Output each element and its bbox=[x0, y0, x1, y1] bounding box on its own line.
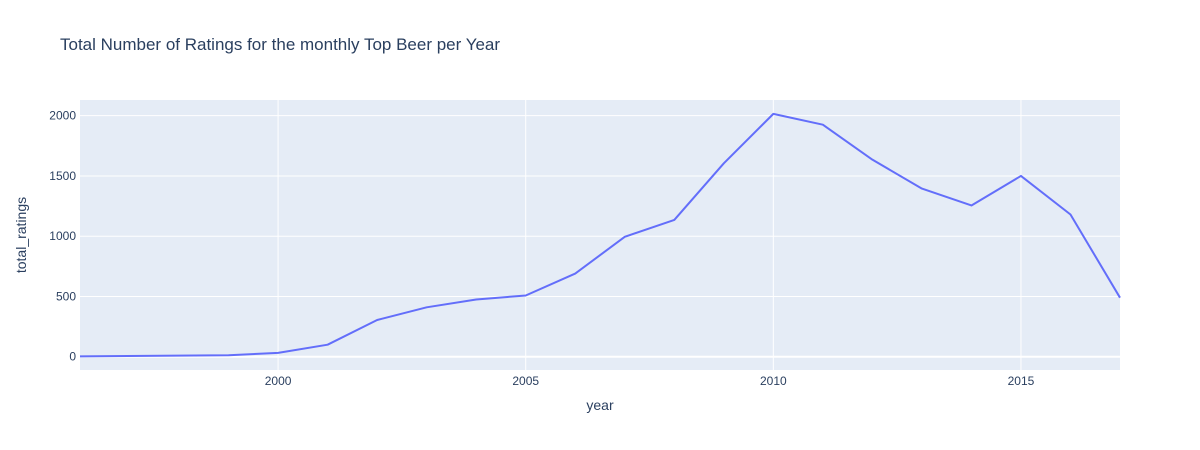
plot-area[interactable] bbox=[80, 100, 1120, 370]
x-tick-label-2005: 2005 bbox=[512, 374, 539, 388]
y-tick-label-2000: 2000 bbox=[49, 109, 76, 123]
data-point-2006[interactable] bbox=[569, 268, 581, 280]
data-point-1999[interactable] bbox=[223, 349, 235, 361]
data-point-2009[interactable] bbox=[718, 157, 730, 169]
chart-title: Total Number of Ratings for the monthly … bbox=[60, 35, 500, 54]
data-point-2000[interactable] bbox=[272, 347, 284, 359]
data-point-2017[interactable] bbox=[1114, 292, 1126, 304]
data-point-2016[interactable] bbox=[1064, 209, 1076, 221]
y-tick-labels: 0 500 1000 1500 2000 bbox=[49, 109, 76, 364]
x-tick-labels: 2000 2005 2010 2015 bbox=[265, 374, 1035, 388]
y-tick-label-0: 0 bbox=[69, 350, 76, 364]
x-tick-label-2000: 2000 bbox=[265, 374, 292, 388]
data-point-2012[interactable] bbox=[866, 154, 878, 166]
y-tick-label-1000: 1000 bbox=[49, 229, 76, 243]
data-point-2003[interactable] bbox=[421, 301, 433, 313]
y-tick-label-1500: 1500 bbox=[49, 169, 76, 183]
data-point-2005[interactable] bbox=[520, 290, 532, 302]
data-point-2010[interactable] bbox=[767, 108, 779, 120]
x-tick-label-2010: 2010 bbox=[760, 374, 787, 388]
data-point-2007[interactable] bbox=[619, 231, 631, 243]
data-point-2014[interactable] bbox=[965, 199, 977, 211]
data-point-2013[interactable] bbox=[916, 183, 928, 195]
series-group bbox=[79, 108, 1126, 361]
data-point-2001[interactable] bbox=[322, 339, 334, 351]
x-gridlines bbox=[277, 100, 1022, 370]
x-axis-title: year bbox=[586, 397, 614, 413]
y-axis-title: total_ratings bbox=[13, 197, 29, 273]
data-point-2011[interactable] bbox=[817, 119, 829, 131]
data-point-2008[interactable] bbox=[668, 214, 680, 226]
y-gridlines bbox=[80, 115, 1120, 358]
data-point-2015[interactable] bbox=[1015, 170, 1027, 182]
data-point-2002[interactable] bbox=[371, 314, 383, 326]
y-tick-label-500: 500 bbox=[56, 289, 76, 303]
x-tick-label-2015: 2015 bbox=[1008, 374, 1035, 388]
data-point-2004[interactable] bbox=[470, 293, 482, 305]
series-line[interactable] bbox=[79, 112, 1121, 358]
